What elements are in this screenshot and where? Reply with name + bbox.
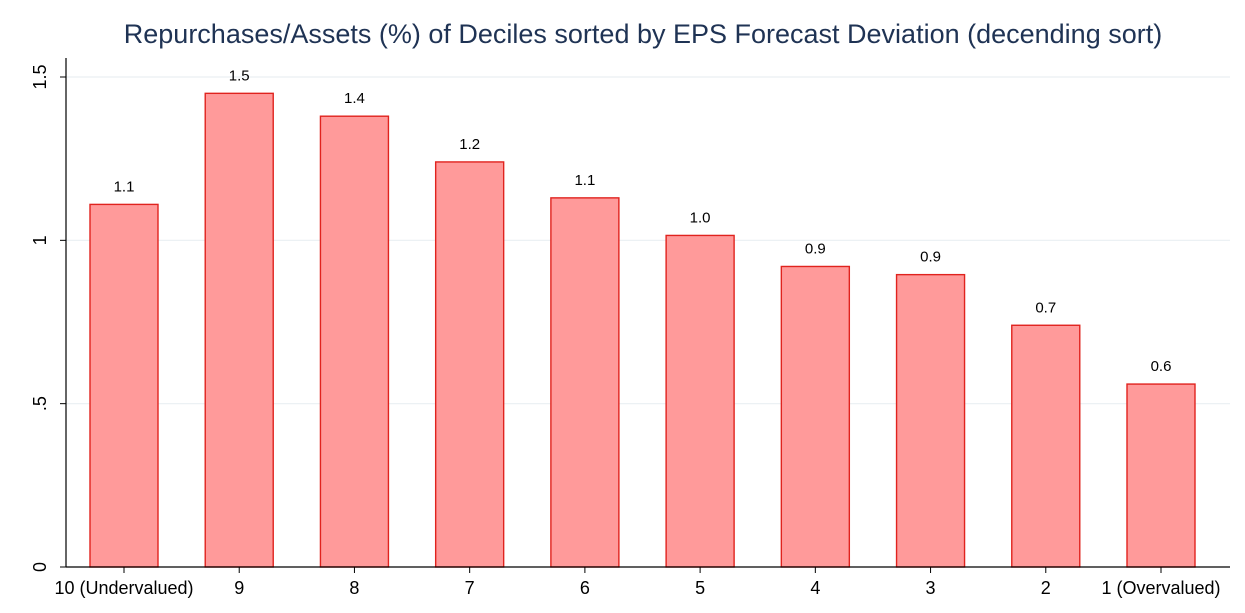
- data-label: 0.6: [1151, 358, 1172, 375]
- x-tick-label: 9: [234, 578, 244, 598]
- data-label: 0.7: [1035, 299, 1056, 316]
- axes: 10 (Undervalued) 9 8 7 6 5 4 3 2 1 (Overvalued) 0.…: [30, 58, 1230, 598]
- bar-10: [1126, 383, 1196, 568]
- x-tick-label: 1 (Overvalued): [1101, 578, 1220, 598]
- bar-4: [434, 161, 505, 568]
- x-tick-label: 4: [810, 578, 820, 598]
- data-label: 1.4: [344, 90, 365, 107]
- data-label: 1.5: [229, 67, 250, 84]
- bar-6: [665, 234, 735, 568]
- data-label: 1.1: [114, 178, 135, 195]
- x-tick-label: 2: [1041, 578, 1051, 598]
- data-labels: 1.1 1.5 1.4 1.2 1.1 1.0 0.9 0.9 0.7 0.6: [114, 67, 1172, 375]
- x-tick-label: 8: [349, 578, 359, 598]
- chart-title: Repurchases/Assets (%) of Deciles sorted…: [124, 19, 1162, 49]
- bars: [89, 92, 1196, 568]
- bar-3: [319, 115, 390, 568]
- y-tick-label: .5: [30, 396, 50, 411]
- data-label: 1.1: [574, 172, 595, 189]
- bar-1: [89, 203, 159, 568]
- x-tick-label: 7: [465, 578, 475, 598]
- bar-7: [780, 265, 851, 568]
- x-tick-label: 10 (Undervalued): [54, 578, 193, 598]
- bar-5: [550, 197, 620, 568]
- x-tick-label: 6: [580, 578, 590, 598]
- x-tick-label: 5: [695, 578, 705, 598]
- data-label: 0.9: [805, 240, 826, 257]
- x-tick-label: 3: [926, 578, 936, 598]
- bar-9: [1011, 324, 1081, 568]
- y-tick-label: 1.5: [30, 64, 50, 89]
- y-tick-label: 1: [30, 235, 50, 245]
- bar-8: [895, 273, 966, 568]
- data-label: 1.0: [690, 209, 711, 226]
- data-label: 1.2: [459, 136, 480, 153]
- data-label: 0.9: [920, 249, 941, 266]
- y-tick-label: 0: [30, 562, 50, 572]
- bar-2: [204, 92, 274, 568]
